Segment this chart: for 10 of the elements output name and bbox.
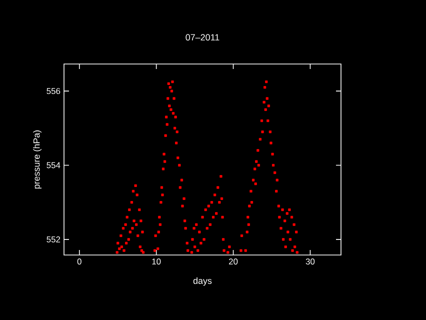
y-tick-label: 554 xyxy=(46,162,60,168)
chart-title: 07–2011 xyxy=(186,34,220,41)
x-tick-label: 20 xyxy=(228,258,238,265)
y-tick-label: 556 xyxy=(46,88,60,94)
x-tick-label: 30 xyxy=(306,258,315,265)
x-tick-label: 10 xyxy=(152,258,161,265)
x-tick-label: 0 xyxy=(77,258,82,265)
y-axis-title: pressure (hPa) xyxy=(33,130,42,189)
y-tick-label: 552 xyxy=(46,236,60,242)
x-axis-title: days xyxy=(193,277,212,286)
